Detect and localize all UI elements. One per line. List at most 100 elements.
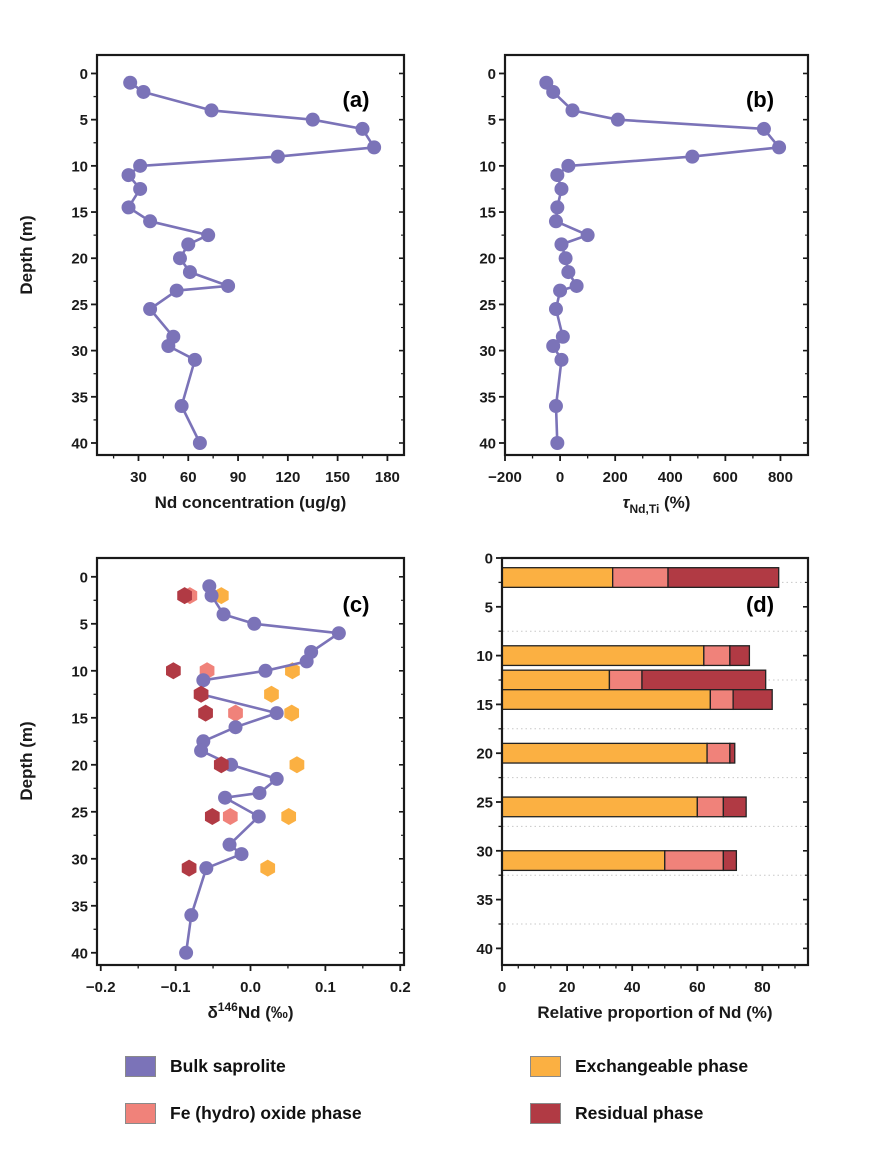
bar-segment xyxy=(664,850,725,872)
bar-segment xyxy=(641,669,767,691)
x-tick-label: 0 xyxy=(556,469,564,486)
data-point xyxy=(331,626,346,641)
data-point-hexagon xyxy=(177,587,192,605)
y-tick-label: 5 xyxy=(488,112,496,129)
bar-segment xyxy=(501,742,708,764)
data-point xyxy=(548,399,563,414)
bar-segment xyxy=(501,689,711,711)
x-axis-label: Relative proportion of Nd (%) xyxy=(537,1003,772,1022)
bar-depth-14.5 xyxy=(501,689,773,711)
x-tick-label: 20 xyxy=(559,979,576,996)
panel-d-chart: 0 20 40 60 80 0 5 10 15 20 25 30 35 40 (d) Relative pro… xyxy=(476,551,810,1022)
legend-swatch-fe-hydro-oxide xyxy=(125,1103,156,1124)
bar-depth-12.5 xyxy=(501,669,767,691)
axes: −0.2 −0.1 0.0 0.1 0.2 0 5 10 15 20 25 30 35 40 xyxy=(71,569,410,996)
x-tick-label: 120 xyxy=(275,469,300,486)
x-tick-label: 40 xyxy=(624,979,641,996)
bar-segment xyxy=(696,796,725,818)
y-tick-label: 15 xyxy=(476,697,493,714)
x-tick-label: 60 xyxy=(180,469,197,486)
x-tick-label: −200 xyxy=(488,469,522,486)
y-tick-label: 30 xyxy=(479,343,496,360)
data-point xyxy=(252,785,267,800)
data-point xyxy=(161,338,176,353)
y-tick-label: 20 xyxy=(476,746,493,763)
stacked-bars xyxy=(501,567,780,872)
y-tick-label: 25 xyxy=(479,297,496,314)
x-tick-label: 800 xyxy=(768,469,793,486)
x-tick-label: 0 xyxy=(498,979,506,996)
y-tick-label: 10 xyxy=(71,158,88,175)
data-point xyxy=(143,214,158,229)
legend-swatch-exchangeable-phase xyxy=(530,1056,561,1077)
data-point-hexagon xyxy=(228,704,243,722)
series-fe-hydro-oxide-phase xyxy=(182,587,243,825)
bar-segment xyxy=(501,796,698,818)
legend-label-fe-hydro-oxide: Fe (hydro) oxide phase xyxy=(170,1103,362,1123)
legend-label-bulk-saprolite: Bulk saprolite xyxy=(170,1056,286,1076)
panel-c: −0.2 −0.1 0.0 0.1 0.2 0 5 10 15 20 25 30 35 40 (c) δ146… xyxy=(0,520,440,1040)
panel-label-a: (a) xyxy=(343,87,370,112)
data-point xyxy=(201,228,216,243)
bar-segment xyxy=(501,850,666,872)
data-point xyxy=(228,720,243,735)
data-point xyxy=(550,168,565,183)
y-tick-label: 30 xyxy=(71,851,88,868)
x-axis-label: δ146Nd (‰) xyxy=(207,1000,293,1022)
y-tick-label: 40 xyxy=(476,941,493,958)
data-point xyxy=(546,84,561,99)
data-point xyxy=(610,112,625,127)
plot-frame xyxy=(503,53,810,457)
data-point xyxy=(133,181,148,196)
panel-label-d: (d) xyxy=(746,592,774,617)
scatter-below xyxy=(182,587,305,877)
data-point-hexagon xyxy=(284,704,300,722)
axes: 30 60 90 120 150 180 0 5 10 15 20 25 30 35 40 xyxy=(71,66,404,486)
data-point xyxy=(258,663,273,678)
data-point-hexagon xyxy=(260,859,276,877)
data-point xyxy=(218,790,233,805)
x-tick-label: 90 xyxy=(230,469,247,486)
x-tick-label: 30 xyxy=(130,469,147,486)
legend-swatch-residual-phase xyxy=(530,1103,561,1124)
data-point xyxy=(216,607,231,622)
bar-segment xyxy=(706,742,731,764)
line-series xyxy=(179,579,346,960)
x-tick-label: 0.2 xyxy=(390,979,411,996)
axes: −200 0 200 400 600 800 0 5 10 15 20 25 30 35 40 xyxy=(479,66,808,486)
data-point xyxy=(355,121,370,136)
data-point xyxy=(299,654,314,669)
bar-segment xyxy=(501,567,614,589)
data-point xyxy=(121,200,136,215)
y-tick-label: 10 xyxy=(476,648,493,665)
y-tick-label: 35 xyxy=(71,389,88,406)
y-tick-label: 20 xyxy=(71,251,88,268)
data-point xyxy=(561,265,576,280)
y-tick-label: 10 xyxy=(71,663,88,680)
data-point-hexagon xyxy=(264,685,279,703)
data-point xyxy=(561,158,576,173)
data-point xyxy=(550,435,565,450)
data-point-hexagon xyxy=(281,807,297,825)
data-point xyxy=(569,278,584,293)
data-point-hexagon xyxy=(193,685,209,703)
data-point xyxy=(554,237,569,252)
data-point xyxy=(182,265,197,280)
x-tick-label: 600 xyxy=(713,469,738,486)
x-tick-label: 200 xyxy=(603,469,628,486)
data-point xyxy=(772,140,787,155)
x-tick-label: 150 xyxy=(325,469,350,486)
y-tick-label: 0 xyxy=(80,569,88,586)
bar-depth-31 xyxy=(501,850,738,872)
bar-segment xyxy=(667,567,780,589)
y-tick-label: 40 xyxy=(71,945,88,962)
data-point xyxy=(234,847,249,862)
series-line xyxy=(545,81,781,444)
bar-segment xyxy=(722,850,738,872)
data-point xyxy=(222,837,237,852)
panel-label-b: (b) xyxy=(746,87,774,112)
data-point xyxy=(199,861,214,876)
data-point xyxy=(269,706,284,721)
y-tick-label: 5 xyxy=(80,616,88,633)
data-point-hexagon xyxy=(204,807,220,825)
